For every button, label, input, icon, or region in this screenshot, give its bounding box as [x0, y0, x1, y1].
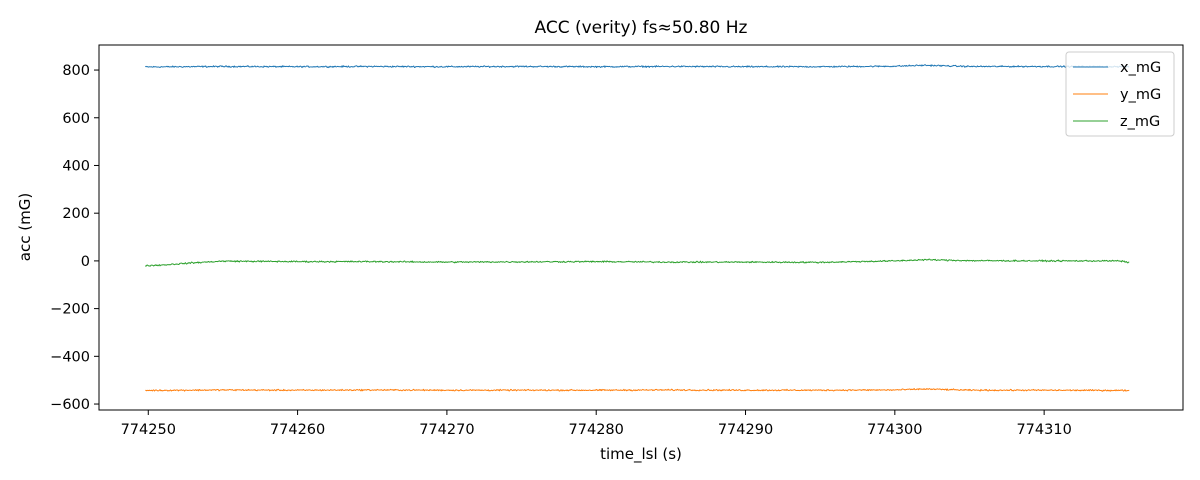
legend: x_mG y_mG z_mG [1065, 51, 1175, 137]
legend-label-y_mG: y_mG [1120, 87, 1161, 103]
x-axis-label: time_lsl (s) [600, 445, 682, 464]
y-tick-label: 600 [62, 111, 90, 127]
y-axis-label: acc (mG) [16, 193, 34, 261]
series-line-x_mG [144, 64, 1130, 69]
legend-label-z_mG: z_mG [1120, 114, 1160, 130]
x-tick-label: 774280 [569, 422, 624, 438]
series-line-z_mG [144, 258, 1130, 267]
plot-frame [98, 44, 1184, 411]
y-tick-label: 400 [62, 158, 90, 174]
x-tick-label: 774300 [867, 422, 922, 438]
y-tick-label: −200 [50, 302, 90, 318]
series-layer [144, 64, 1130, 392]
x-tick-label: 774290 [718, 422, 773, 438]
y-tick-label: 200 [62, 206, 90, 222]
x-tick-label: 774270 [419, 422, 474, 438]
legend-box [1065, 51, 1175, 137]
y-tick-label: 0 [81, 254, 90, 270]
x-tick-label: 774260 [270, 422, 325, 438]
y-tick-label: −400 [50, 349, 90, 365]
axes-layer: 774250 774260 774270 774280 774290 774300 7743… [50, 63, 1072, 438]
y-tick-label: −600 [50, 397, 90, 413]
chart-title: ACC (verity) fs≈50.80 Hz [535, 18, 748, 38]
y-tick-label: 800 [62, 63, 90, 79]
x-tick-label: 774250 [121, 422, 176, 438]
x-tick-label: 774310 [1016, 422, 1071, 438]
legend-label-x_mG: x_mG [1120, 60, 1161, 76]
series-line-y_mG [145, 387, 1130, 392]
